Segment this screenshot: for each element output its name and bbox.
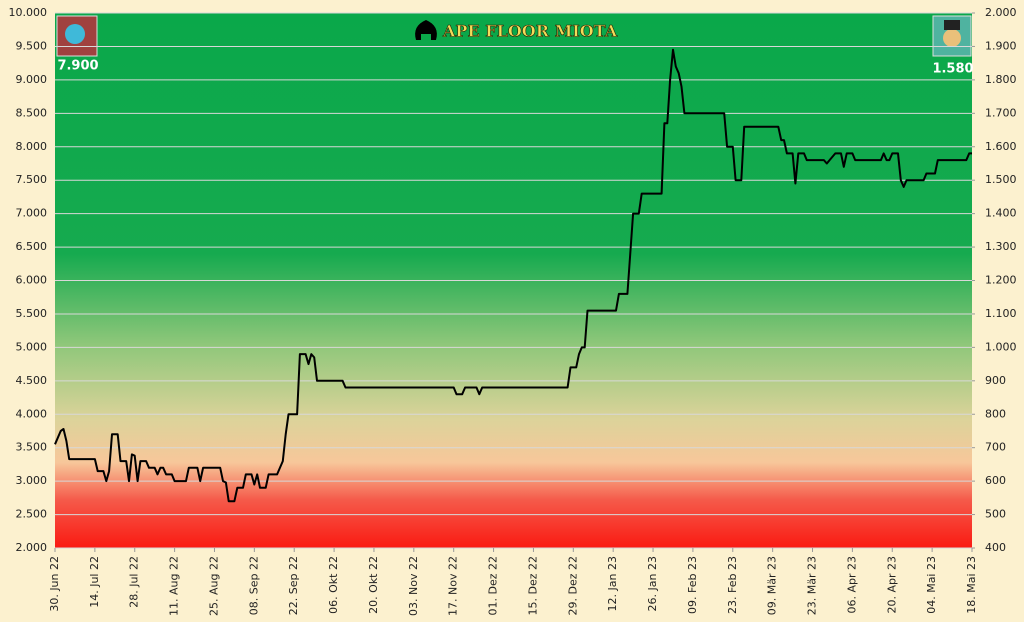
y2-tick-label: 400 <box>985 541 1006 554</box>
x-tick-label: 12. Jan 23 <box>606 556 619 611</box>
x-tick-label: 18. Mai 23 <box>965 556 978 614</box>
annotation: 1.580 <box>932 62 973 77</box>
chart-title: APE FLOOR MIOTA <box>442 22 618 41</box>
x-tick-label: 23. Mär 23 <box>806 556 819 615</box>
y2-tick-label: 1.400 <box>985 207 1017 220</box>
y-tick-label: 7.500 <box>16 173 48 186</box>
x-tick-label: 04. Mai 23 <box>925 556 938 614</box>
y-tick-label: 9.500 <box>16 39 48 52</box>
y2-tick-label: 1.500 <box>985 173 1017 186</box>
y2-tick-label: 1.000 <box>985 340 1017 353</box>
miota-icon-hat <box>944 20 960 30</box>
y2-tick-label: 600 <box>985 474 1006 487</box>
x-tick-label: 08. Sep 22 <box>247 556 260 615</box>
y-tick-label: 4.000 <box>16 407 48 420</box>
x-tick-label: 09. Mär 23 <box>766 556 779 615</box>
x-tick-label: 11. Aug 22 <box>168 556 181 616</box>
y-tick-label: 4.500 <box>16 374 48 387</box>
y-tick-label: 5.000 <box>16 340 48 353</box>
annotation: 7.900 <box>57 59 98 74</box>
y-tick-label: 7.000 <box>16 207 48 220</box>
x-tick-label: 30. Jun 22 <box>48 556 61 612</box>
x-tick-label: 28. Jul 22 <box>128 556 141 608</box>
ape-icon-face <box>65 24 85 44</box>
y-tick-label: 3.000 <box>16 474 48 487</box>
x-tick-label: 01. Dez 22 <box>487 556 500 616</box>
x-tick-label: 15. Dez 22 <box>526 556 539 616</box>
y2-tick-label: 1.100 <box>985 307 1017 320</box>
price-line <box>54 48 972 503</box>
x-tick-label: 20. Okt 22 <box>367 556 380 614</box>
y2-tick-label: 700 <box>985 441 1006 454</box>
x-tick-label: 22. Sep 22 <box>287 556 300 615</box>
x-tick-label: 26. Jan 23 <box>646 556 659 611</box>
y-tick-label: 10.000 <box>9 6 48 19</box>
x-tick-label: 25. Aug 22 <box>207 556 220 616</box>
y2-tick-label: 1.200 <box>985 274 1017 287</box>
y-tick-label: 2.000 <box>16 541 48 554</box>
x-tick-label: 03. Nov 22 <box>407 556 420 616</box>
y-tick-label: 9.000 <box>16 73 48 86</box>
y2-tick-label: 500 <box>985 508 1006 521</box>
y2-tick-label: 1.900 <box>985 39 1017 52</box>
x-tick-label: 06. Okt 22 <box>327 556 340 614</box>
x-tick-label: 17. Nov 22 <box>447 556 460 616</box>
y-tick-label: 2.500 <box>16 508 48 521</box>
miota-icon-face <box>943 29 961 47</box>
x-tick-label: 29. Dez 22 <box>566 556 579 616</box>
y-tick-label: 5.500 <box>16 307 48 320</box>
y2-tick-label: 2.000 <box>985 6 1017 19</box>
y2-tick-label: 800 <box>985 407 1006 420</box>
x-tick-label: 23. Feb 23 <box>726 556 739 614</box>
y-tick-label: 8.000 <box>16 140 48 153</box>
y2-tick-label: 1.300 <box>985 240 1017 253</box>
x-tick-label: 20. Apr 23 <box>885 556 898 614</box>
x-tick-label: 06. Apr 23 <box>845 556 858 614</box>
gorilla-icon <box>415 20 437 40</box>
y-tick-label: 6.500 <box>16 240 48 253</box>
y2-tick-label: 1.600 <box>985 140 1017 153</box>
y2-tick-label: 1.800 <box>985 73 1017 86</box>
y-tick-label: 6.000 <box>16 274 48 287</box>
y2-tick-label: 1.700 <box>985 106 1017 119</box>
y-tick-label: 3.500 <box>16 441 48 454</box>
x-tick-label: 14. Jul 22 <box>88 556 101 608</box>
x-tick-label: 09. Feb 23 <box>686 556 699 614</box>
y-tick-label: 8.500 <box>16 106 48 119</box>
y2-tick-label: 900 <box>985 374 1006 387</box>
